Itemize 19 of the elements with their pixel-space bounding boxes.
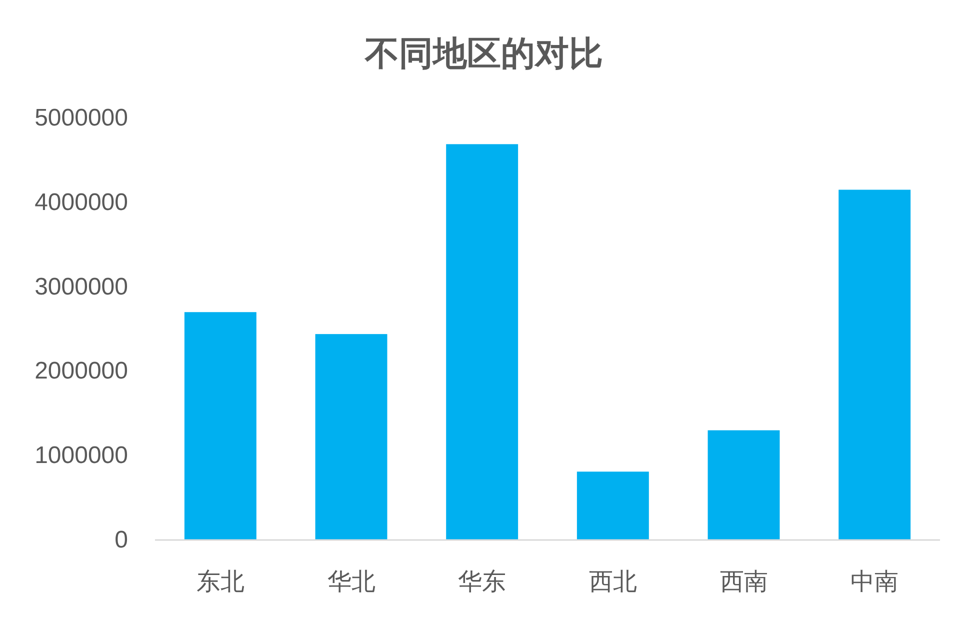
- x-tick-label: 东北: [196, 568, 244, 596]
- x-tick-label: 西南: [720, 568, 768, 596]
- bar: [708, 430, 780, 540]
- y-tick-label: 4000000: [34, 188, 128, 216]
- y-tick-label: 0: [114, 526, 128, 554]
- x-tick-label: 华北: [327, 568, 376, 596]
- y-tick-label: 5000000: [34, 104, 128, 132]
- bar: [184, 312, 256, 540]
- y-tick-label: 2000000: [34, 358, 128, 385]
- x-tick-label: 华东: [458, 568, 506, 596]
- bar: [838, 190, 911, 540]
- bar: [315, 334, 388, 540]
- x-tick-label: 西北: [588, 568, 637, 596]
- y-tick-label: 3000000: [34, 273, 128, 300]
- bar: [446, 144, 518, 540]
- x-tick-label: 中南: [850, 568, 899, 596]
- y-tick-label: 1000000: [34, 442, 128, 470]
- bar: [576, 472, 649, 540]
- chart-title: 不同地区的对比: [364, 35, 603, 73]
